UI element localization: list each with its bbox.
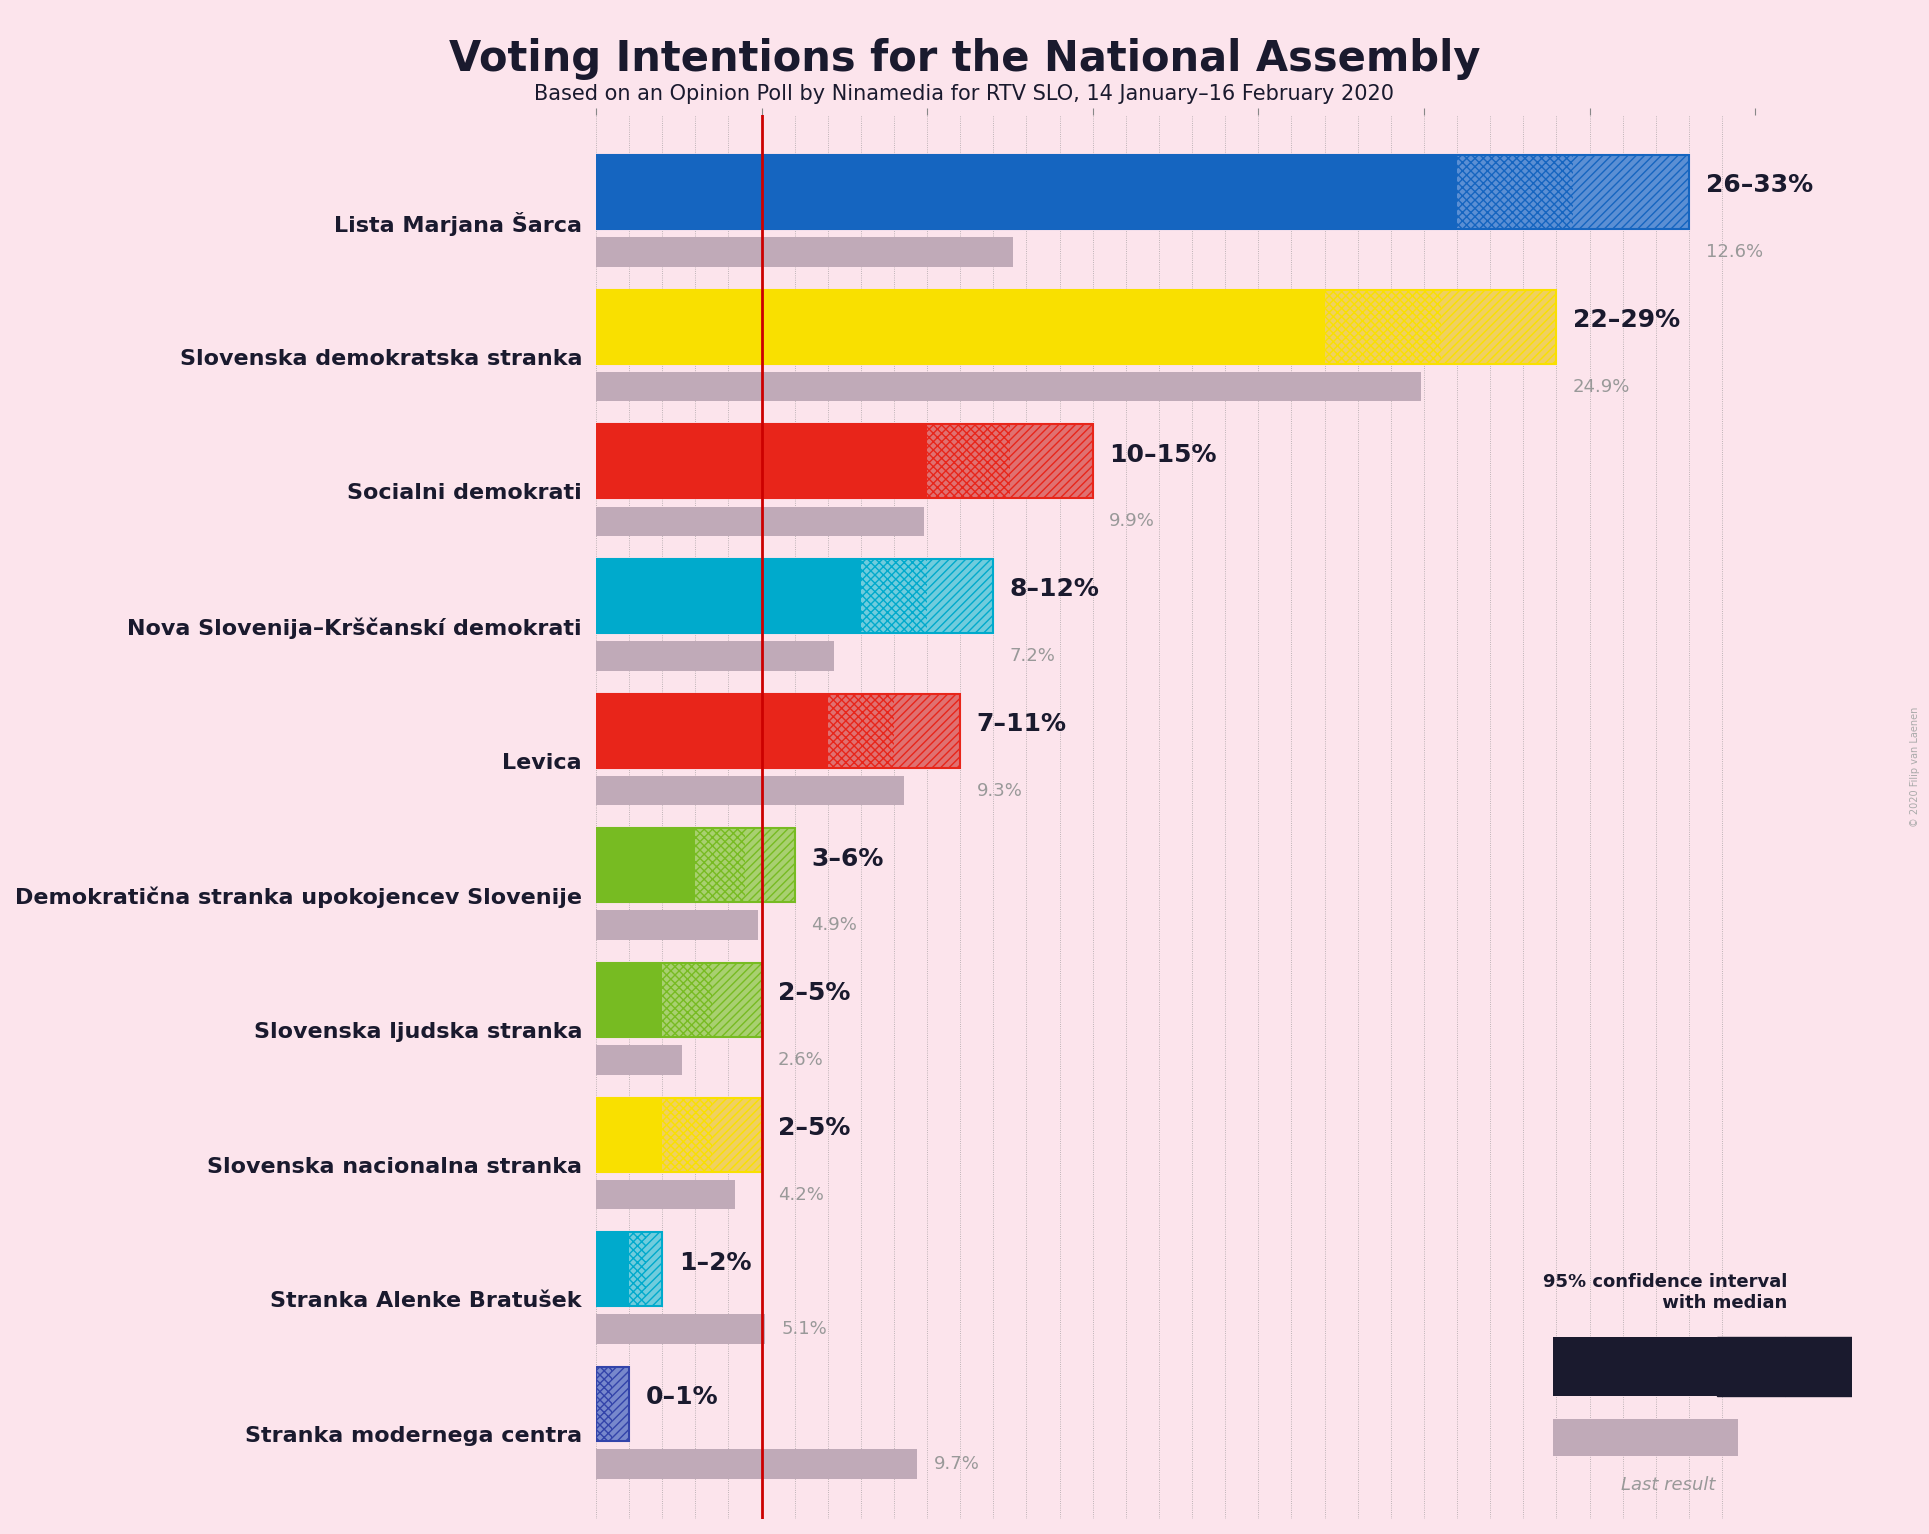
Bar	[662, 1098, 712, 1172]
Bar	[596, 693, 961, 767]
Bar	[629, 1232, 662, 1307]
Text: 7–11%: 7–11%	[976, 712, 1067, 736]
Text: 26–33%: 26–33%	[1705, 173, 1813, 198]
Text: 0–1%: 0–1%	[646, 1385, 718, 1410]
Bar	[1553, 1419, 1738, 1456]
Bar	[1717, 1338, 1784, 1396]
Bar	[646, 1232, 662, 1307]
Bar	[1553, 1338, 1717, 1396]
Bar	[596, 828, 795, 902]
Bar	[596, 693, 828, 767]
Text: 2–5%: 2–5%	[777, 1115, 851, 1140]
Bar	[611, 1367, 629, 1440]
Text: 5.1%: 5.1%	[781, 1321, 828, 1338]
Text: 95% confidence interval
         with median: 95% confidence interval with median	[1543, 1273, 1788, 1312]
Bar	[1325, 290, 1557, 364]
Bar	[745, 828, 795, 902]
Bar	[893, 693, 961, 767]
Bar	[928, 425, 1011, 499]
Bar	[828, 693, 893, 767]
Bar	[596, 238, 1013, 267]
Text: 9.3%: 9.3%	[976, 782, 1022, 799]
Bar	[629, 1232, 646, 1307]
Bar	[596, 1232, 629, 1307]
Text: 10–15%: 10–15%	[1109, 443, 1217, 466]
Bar	[596, 1367, 611, 1440]
Text: 22–29%: 22–29%	[1572, 308, 1680, 331]
Bar	[596, 1045, 683, 1075]
Text: 9.7%: 9.7%	[934, 1454, 980, 1473]
Bar	[1784, 1338, 1852, 1396]
Bar	[596, 1232, 662, 1307]
Bar	[1011, 425, 1092, 499]
Bar	[1325, 290, 1441, 364]
Bar	[596, 506, 924, 535]
Bar	[596, 1315, 764, 1344]
Text: 7.2%: 7.2%	[1011, 647, 1055, 664]
Text: 12.6%: 12.6%	[1705, 242, 1763, 261]
Bar	[596, 425, 1092, 499]
Bar	[712, 963, 762, 1037]
Bar	[596, 425, 928, 499]
Bar	[596, 963, 662, 1037]
Bar	[1456, 155, 1572, 229]
Bar	[596, 911, 758, 940]
Bar	[596, 558, 860, 634]
Bar	[928, 425, 1092, 499]
Text: 9.9%: 9.9%	[1109, 512, 1155, 531]
Bar	[828, 693, 961, 767]
Bar	[596, 155, 1456, 229]
Text: 4.9%: 4.9%	[812, 916, 856, 934]
Bar	[1572, 155, 1690, 229]
Bar	[1456, 155, 1690, 229]
Text: Based on an Opinion Poll by Ninamedia for RTV SLO, 14 January–16 February 2020: Based on an Opinion Poll by Ninamedia fo…	[534, 84, 1395, 104]
Bar	[596, 155, 1690, 229]
Text: Last result: Last result	[1622, 1476, 1715, 1494]
Bar	[928, 558, 993, 634]
Bar	[860, 558, 928, 634]
Text: 2.6%: 2.6%	[777, 1051, 824, 1069]
Bar	[596, 1098, 762, 1172]
Bar	[712, 1098, 762, 1172]
Bar	[694, 828, 795, 902]
Bar	[596, 1180, 735, 1209]
Bar	[694, 828, 745, 902]
Text: 2–5%: 2–5%	[777, 982, 851, 1005]
Text: Voting Intentions for the National Assembly: Voting Intentions for the National Assem…	[449, 38, 1480, 80]
Bar	[596, 1367, 629, 1440]
Text: 8–12%: 8–12%	[1011, 577, 1100, 601]
Bar	[860, 558, 993, 634]
Bar	[596, 1367, 629, 1440]
Bar	[596, 776, 905, 805]
Bar	[596, 828, 694, 902]
Bar	[662, 963, 712, 1037]
Bar	[596, 1098, 662, 1172]
Text: 4.2%: 4.2%	[777, 1186, 824, 1204]
Bar	[596, 290, 1557, 364]
Text: 1–2%: 1–2%	[679, 1250, 750, 1275]
Text: © 2020 Filip van Laenen: © 2020 Filip van Laenen	[1910, 707, 1921, 827]
Text: 3–6%: 3–6%	[812, 847, 883, 871]
Bar	[596, 290, 1325, 364]
Bar	[1441, 290, 1557, 364]
Bar	[662, 1098, 762, 1172]
Text: 24.9%: 24.9%	[1572, 377, 1630, 396]
Bar	[596, 641, 835, 670]
Bar	[596, 963, 762, 1037]
Bar	[596, 371, 1420, 402]
Bar	[596, 1450, 916, 1479]
Bar	[662, 963, 762, 1037]
Bar	[596, 558, 993, 634]
